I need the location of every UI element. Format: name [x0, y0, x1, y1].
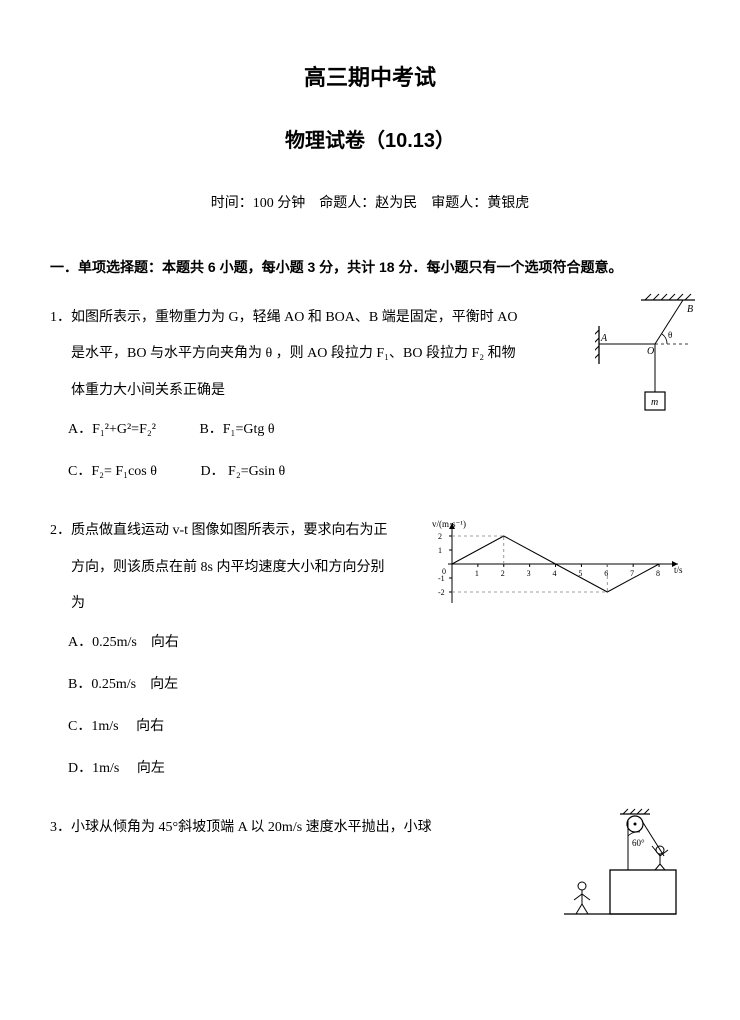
- q3-angle-label: 60°: [632, 838, 645, 848]
- q1-line1: 如图所表示，重物重力为 G，轻绳 AO 和 BOA、B 端是固定，平衡时 AO: [71, 310, 517, 325]
- q3-text: 小球从倾角为 45°斜坡顶端 A 以 20m/s 速度水平抛出，小球: [71, 820, 432, 835]
- svg-text:4: 4: [553, 569, 557, 578]
- q2-chart: 12345678-2-1120 v/(m·s⁻¹) t/s: [430, 517, 690, 617]
- q2-line1: 质点做直线运动 v-t 图像如图所表示，要求向右为正: [71, 523, 388, 538]
- meta-line: 时间：100 分钟 命题人：赵为民 审题人：黄银虎: [50, 193, 690, 215]
- q1-line3: 体重力大小间关系正确是: [71, 383, 225, 398]
- svg-text:7: 7: [630, 569, 634, 578]
- q1-optA: A．F₁²+G²=F₂²: [68, 409, 156, 451]
- q1-figure: B θ A O m: [595, 292, 700, 422]
- page-title: 高三期中考试: [50, 60, 690, 95]
- q1-label-O: O: [647, 346, 654, 357]
- question-2: 2．质点做直线运动 v-t 图像如图所表示，要求向右为正 2．方向，则该质点在前…: [50, 513, 690, 790]
- question-3: 3．小球从倾角为 45°斜坡顶端 A 以 20m/s 速度水平抛出，小球 60°: [50, 810, 690, 940]
- q2-optB: B．0.25m/s 向左: [68, 677, 178, 692]
- q1-optB: B．F₁=Gtg θ: [199, 409, 274, 451]
- svg-text:t/s: t/s: [674, 565, 683, 575]
- q1-optC: C．F₂= F₁cos θ: [68, 451, 157, 493]
- q2-num: 2．: [50, 523, 71, 538]
- svg-text:0: 0: [442, 567, 446, 576]
- q2-options: A．0.25m/s 向右 B．0.25m/s 向左 C．1m/s 向右 D．1m…: [50, 622, 690, 790]
- q3-figure: 60°: [560, 806, 680, 926]
- q1-optD: D． F₂=Gsin θ: [200, 451, 285, 493]
- svg-text:3: 3: [527, 569, 531, 578]
- q1-label-A: A: [600, 333, 608, 344]
- svg-text:θ: θ: [668, 330, 672, 340]
- q1-label-B: B: [687, 304, 693, 315]
- q2-line2: 方向，则该质点在前 8s 内平均速度大小和方向分别: [71, 560, 384, 575]
- q2-optC: C．1m/s 向右: [68, 719, 164, 734]
- q2-optA: A．0.25m/s 向右: [68, 635, 179, 650]
- page-subtitle: 物理试卷（10.13）: [50, 125, 690, 157]
- question-1: 1．如图所表示，重物重力为 G，轻绳 AO 和 BOA、B 端是固定，平衡时 A…: [50, 300, 690, 493]
- q2-optD: D．1m/s 向左: [68, 761, 165, 776]
- q1-num: 1．: [50, 310, 71, 325]
- svg-text:6: 6: [604, 569, 608, 578]
- section-header: 一．单项选择题：本题共 6 小题，每小题 3 分，共计 18 分．每小题只有一个…: [50, 256, 690, 278]
- svg-text:2: 2: [501, 569, 505, 578]
- svg-text:1: 1: [475, 569, 479, 578]
- q2-line3: 为: [71, 596, 85, 611]
- svg-text:v/(m·s⁻¹): v/(m·s⁻¹): [432, 519, 466, 529]
- q3-num: 3．: [50, 820, 71, 835]
- q1-options: A．F₁²+G²=F₂² B．F₁=Gtg θ C．F₂= F₁cos θ D．…: [50, 409, 690, 493]
- svg-text:1: 1: [438, 546, 442, 555]
- svg-text:2: 2: [438, 532, 442, 541]
- svg-text:-2: -2: [438, 588, 445, 597]
- svg-text:8: 8: [656, 569, 660, 578]
- q1-line2: 是水平，BO 与水平方向夹角为 θ ，则 AO 段拉力 F₁、BO 段拉力 F₂…: [71, 346, 516, 361]
- q1-label-m: m: [651, 397, 658, 408]
